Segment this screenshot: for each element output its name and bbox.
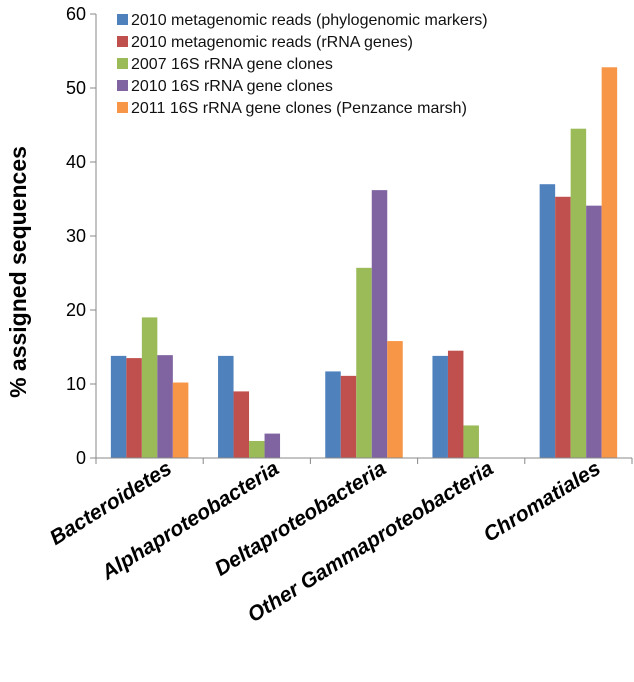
y-tick-label: 0 xyxy=(76,448,86,468)
category-label-1: Alphaproteobacteria xyxy=(97,457,283,585)
axes xyxy=(95,14,633,464)
bar-3-0 xyxy=(432,355,448,458)
category-labels: BacteroidetesAlphaproteobacteriaDeltapro… xyxy=(46,457,605,628)
bar-4-2 xyxy=(570,128,587,458)
bar-2-2 xyxy=(356,267,372,458)
legend-label: 2010 metagenomic reads (rRNA genes) xyxy=(131,34,413,51)
bar-group-0 xyxy=(110,317,189,458)
category-label-2: Deltaproteobacteria xyxy=(211,457,391,581)
legend-swatch xyxy=(117,80,128,91)
bar-0-1 xyxy=(126,358,142,458)
legend-item: 2011 16S rRNA gene clones (Penzance mars… xyxy=(117,100,467,117)
bar-4-4 xyxy=(601,67,618,458)
y-tick-label: 20 xyxy=(66,300,86,320)
bar-4-0 xyxy=(539,184,556,458)
bar-1-0 xyxy=(218,355,234,458)
legend-label: 2010 metagenomic reads (phylogenomic mar… xyxy=(131,12,488,29)
legend: 2010 metagenomic reads (phylogenomic mar… xyxy=(117,12,488,117)
bar-2-0 xyxy=(325,371,341,458)
bar-1-2 xyxy=(249,440,265,458)
legend-item: 2010 metagenomic reads (rRNA genes) xyxy=(117,34,413,51)
y-tick-label: 60 xyxy=(66,4,86,24)
bar-2-3 xyxy=(371,190,388,458)
bar-2-4 xyxy=(387,341,403,458)
bar-0-4 xyxy=(172,382,189,458)
bar-4-1 xyxy=(555,196,571,458)
bar-1-1 xyxy=(233,391,250,458)
legend-label: 2010 16S rRNA gene clones xyxy=(131,78,333,95)
y-tick-label: 10 xyxy=(66,374,86,394)
bar-0-0 xyxy=(110,355,127,458)
legend-swatch xyxy=(117,58,128,69)
legend-item: 2010 metagenomic reads (phylogenomic mar… xyxy=(117,12,488,29)
bar-3-1 xyxy=(447,350,464,458)
legend-label: 2007 16S rRNA gene clones xyxy=(131,56,333,73)
bar-1-3 xyxy=(264,433,281,458)
bar-group-1 xyxy=(218,355,281,458)
y-tick-label: 50 xyxy=(66,78,86,98)
y-axis-label: % assigned sequences xyxy=(5,146,31,398)
bar-0-2 xyxy=(141,317,158,458)
y-tick-label: 30 xyxy=(66,226,86,246)
bar-3-2 xyxy=(463,425,479,458)
bar-0-3 xyxy=(157,355,173,458)
bar-4-3 xyxy=(586,205,602,458)
bar-group-2 xyxy=(325,190,403,458)
legend-label: 2011 16S rRNA gene clones (Penzance mars… xyxy=(131,100,467,117)
legend-swatch xyxy=(117,102,128,113)
bar-group-4 xyxy=(539,67,618,458)
y-tick-label: 40 xyxy=(66,152,86,172)
category-label-4: Chromatiales xyxy=(480,457,605,547)
y-axis-ticks: 0 10 20 30 40 50 60 xyxy=(66,4,96,468)
bar-group-3 xyxy=(432,350,479,458)
bar-groups xyxy=(110,67,618,458)
legend-item: 2007 16S rRNA gene clones xyxy=(117,56,333,73)
bar-2-1 xyxy=(340,375,357,458)
legend-swatch xyxy=(117,14,128,25)
legend-swatch xyxy=(117,36,128,47)
legend-item: 2010 16S rRNA gene clones xyxy=(117,78,333,95)
